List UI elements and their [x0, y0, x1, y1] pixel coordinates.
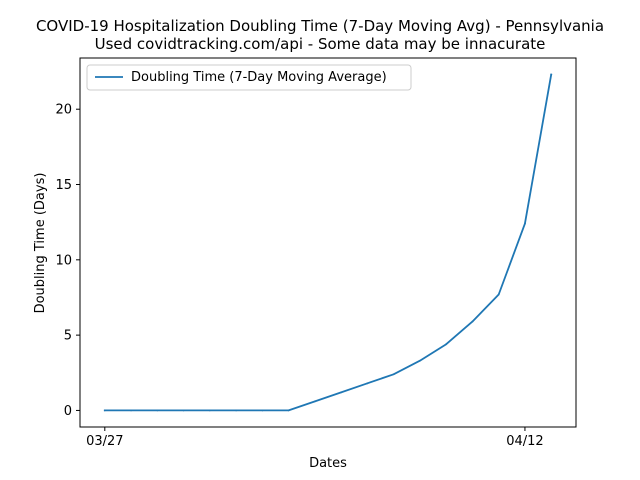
plot-area — [80, 58, 576, 427]
data-point — [182, 409, 185, 412]
y-tick-label: 0 — [64, 404, 72, 419]
data-point — [524, 222, 526, 225]
y-tick-label: 10 — [55, 253, 72, 268]
data-point — [208, 409, 211, 412]
data-point — [313, 400, 316, 403]
data-point — [366, 382, 369, 385]
data-point — [340, 391, 343, 394]
legend-label: Doubling Time (7-Day Moving Average) — [131, 70, 387, 85]
data-point — [261, 409, 264, 412]
legend-box — [86, 64, 412, 91]
legend: Doubling Time (7-Day Moving Average) — [86, 64, 412, 91]
plot-frame — [79, 57, 577, 428]
data-point — [103, 409, 106, 412]
y-tick-label: 5 — [64, 329, 72, 344]
data-point — [419, 359, 421, 362]
data-point — [445, 343, 448, 346]
series-line-0 — [103, 73, 553, 412]
data-point — [156, 409, 159, 412]
y-tick-label: 15 — [55, 178, 72, 193]
data-point — [392, 373, 395, 376]
data-point — [130, 409, 132, 412]
y-tick-label: 20 — [55, 103, 72, 118]
x-axis-label: Dates — [309, 456, 347, 471]
data-point — [497, 293, 500, 296]
y-axis-label: Doubling Time (Days) — [33, 173, 48, 314]
chart-title: COVID-19 Hospitalization Doubling Time (… — [35, 17, 605, 35]
x-tick-label: 03/27 — [86, 434, 123, 449]
data-point — [235, 409, 237, 412]
data-point — [550, 73, 553, 76]
chart-subtitle: Used covidtracking.com/api - Some data m… — [94, 35, 546, 53]
x-tick-label: 04/12 — [506, 434, 543, 449]
data-point — [471, 320, 474, 323]
data-point — [287, 409, 290, 412]
